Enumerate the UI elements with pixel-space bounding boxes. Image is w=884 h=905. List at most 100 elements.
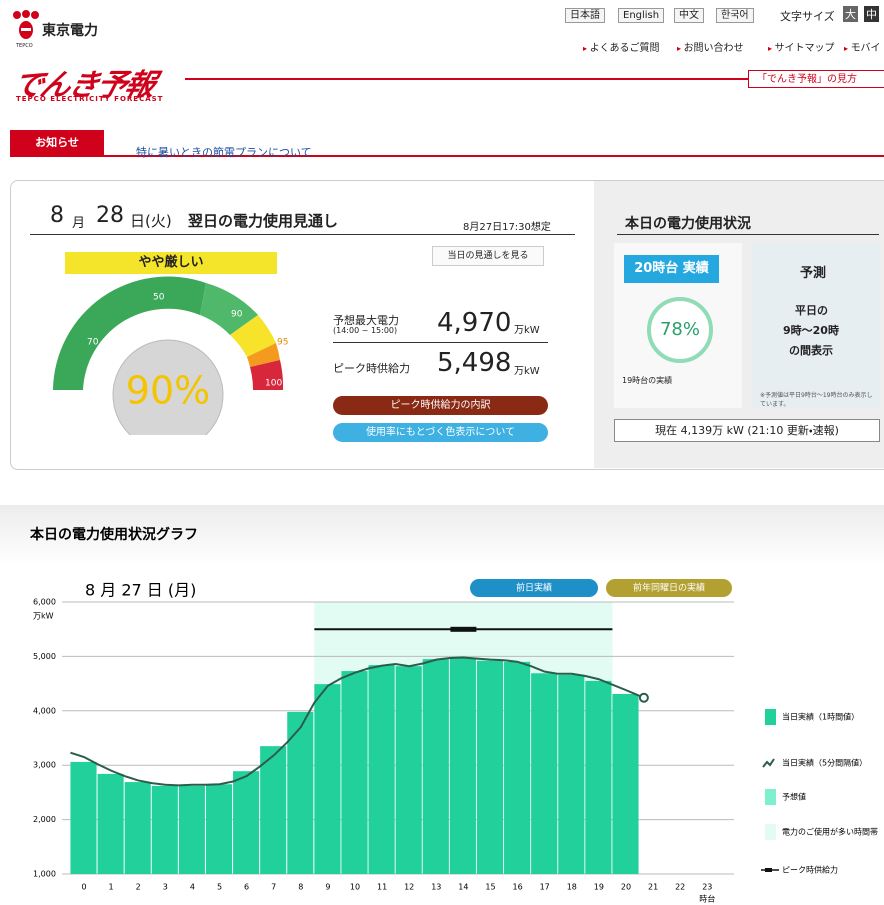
font-size-label: 文字サイズ — [780, 8, 835, 24]
bar — [98, 774, 124, 874]
bar — [369, 665, 395, 874]
x-tick-label: 0 — [81, 883, 86, 892]
bar — [612, 694, 638, 874]
logo-mark — [12, 10, 40, 42]
legend-label: 当日実績（1時間値） — [782, 712, 859, 722]
x-tick-label: 22 — [675, 883, 685, 892]
x-tick-label: 21 — [648, 883, 658, 892]
gauge-tick: 95 — [277, 338, 288, 348]
bar — [558, 675, 584, 874]
supply-value: 5,498 — [437, 348, 511, 378]
x-tick-label: 18 — [567, 883, 577, 892]
forecast-note: ※予測値は平日9時台～19時台のみ表示しています。 — [760, 390, 878, 408]
page: 東京電力 TEPCO 日本語 English 中文 한국어 文字サイズ 大 中 … — [0, 0, 884, 905]
legend-swatch — [765, 709, 776, 725]
lang-button[interactable]: 한국어 — [716, 8, 754, 23]
x-tick-label: 5 — [217, 883, 222, 892]
header-link[interactable]: お問い合わせ — [677, 39, 744, 54]
forecast-label: 予測 — [800, 262, 826, 281]
line-end-marker — [640, 694, 648, 702]
gauge-tick: 90 — [231, 310, 243, 320]
x-tick-label: 12 — [404, 883, 414, 892]
x-tick-label: 23 — [702, 883, 712, 892]
x-tick-label: 11 — [377, 883, 387, 892]
notice-link[interactable]: 特に暑いときの節電プランについて — [136, 144, 312, 160]
logo-sub: TEPCO — [16, 43, 33, 49]
today-button[interactable]: 当日の見通しを見る — [432, 246, 544, 266]
forecast-text: の間表示 — [789, 342, 833, 358]
bar — [504, 662, 530, 874]
notice-label: お知らせ — [10, 130, 104, 155]
header-link[interactable]: サイトマップ — [768, 39, 835, 54]
logo-text: 東京電力 — [42, 20, 98, 40]
current-usage: 現在 4,139万 kW (21:10 更新・速報) — [614, 419, 880, 442]
max-time: (14:00 ~ 15:00) — [333, 326, 397, 335]
x-tick-label: 7 — [271, 883, 276, 892]
chart-subtitle: 8 月 27 日 (月) — [85, 581, 196, 600]
y-axis-unit: 万kW — [33, 612, 54, 621]
legend-label: 当日実績（5分間隔値） — [782, 758, 867, 768]
y-tick-label: 1,000 — [33, 870, 56, 879]
font-size-button[interactable]: 大 — [843, 6, 858, 22]
x-tick-label: 6 — [244, 883, 249, 892]
bar — [152, 786, 178, 874]
gauge-tick: 50 — [153, 293, 165, 303]
x-tick-label: 10 — [350, 883, 360, 892]
x-tick-label: 3 — [163, 883, 168, 892]
supply-label: ピーク時供給力 — [333, 360, 410, 376]
y-tick-label: 6,000 — [33, 598, 56, 607]
bar — [396, 666, 422, 874]
gauge-value: 90% — [126, 369, 210, 413]
legend-swatch — [765, 789, 776, 805]
lang-button[interactable]: English — [618, 8, 664, 23]
forecast-text: 平日の — [795, 302, 828, 318]
chart-title: 本日の電力使用状況グラフ — [29, 526, 198, 543]
lang-button[interactable]: 中文 — [674, 8, 704, 23]
max-value: 4,970 — [437, 308, 511, 338]
forecast-text: 9時～20時 — [783, 322, 839, 338]
x-tick-label: 16 — [513, 883, 523, 892]
x-tick-label: 15 — [485, 883, 495, 892]
x-tick-label: 13 — [431, 883, 441, 892]
header-link[interactable]: モバイ — [844, 39, 881, 54]
guide-link[interactable]: 「でんき予報」の見方 — [748, 70, 884, 88]
bar — [233, 771, 259, 874]
x-tick-label: 8 — [298, 883, 303, 892]
bar — [206, 784, 232, 874]
forecast-day-unit: 日(火) — [130, 210, 172, 231]
bar — [287, 712, 313, 874]
x-tick-label: 1 — [109, 883, 114, 892]
x-axis-label: 時台 — [699, 894, 715, 904]
bar — [260, 746, 286, 874]
bar — [450, 658, 476, 874]
prev-year-button-label[interactable]: 前年同曜日の実績 — [633, 582, 705, 594]
supply-unit: 万kW — [514, 362, 540, 377]
font-size-button[interactable]: 中 — [864, 6, 879, 22]
lang-button[interactable]: 日本語 — [565, 8, 605, 23]
actual-label: 20時台 実績 — [624, 255, 719, 283]
brand-rule — [185, 78, 748, 80]
chart: 本日の電力使用状況グラフ 8 月 27 日 (月) 前日実績 前年同曜日の実績 … — [0, 505, 884, 905]
legend-label: ピーク時供給力 — [782, 865, 838, 875]
today-rule — [617, 234, 879, 235]
today-title: 本日の電力使用状況 — [625, 213, 751, 233]
forecast-month: 8 — [50, 203, 64, 228]
color-info-button[interactable]: 使用率にもとづく色表示について — [333, 423, 548, 442]
status-badge: やや厳しい — [65, 252, 277, 274]
forecast-rule — [30, 234, 575, 235]
x-tick-label: 9 — [325, 883, 330, 892]
y-tick-label: 2,000 — [33, 815, 56, 824]
prev-day-button-label[interactable]: 前日実績 — [516, 582, 552, 594]
x-tick-label: 4 — [190, 883, 195, 892]
header-link[interactable]: よくあるご質問 — [583, 39, 660, 54]
forecast-day: 28 — [96, 203, 124, 228]
supply-breakdown-button[interactable]: ピーク時供給力の内訳 — [333, 396, 548, 415]
legend-label: 電力のご使用が多い時間帯 — [782, 827, 878, 837]
actual-rate: 78% — [647, 297, 713, 363]
value-rule — [333, 342, 548, 343]
y-tick-label: 5,000 — [33, 652, 56, 661]
bar — [341, 671, 367, 874]
forecast-month-unit: 月 — [72, 212, 85, 231]
bar — [423, 659, 449, 874]
